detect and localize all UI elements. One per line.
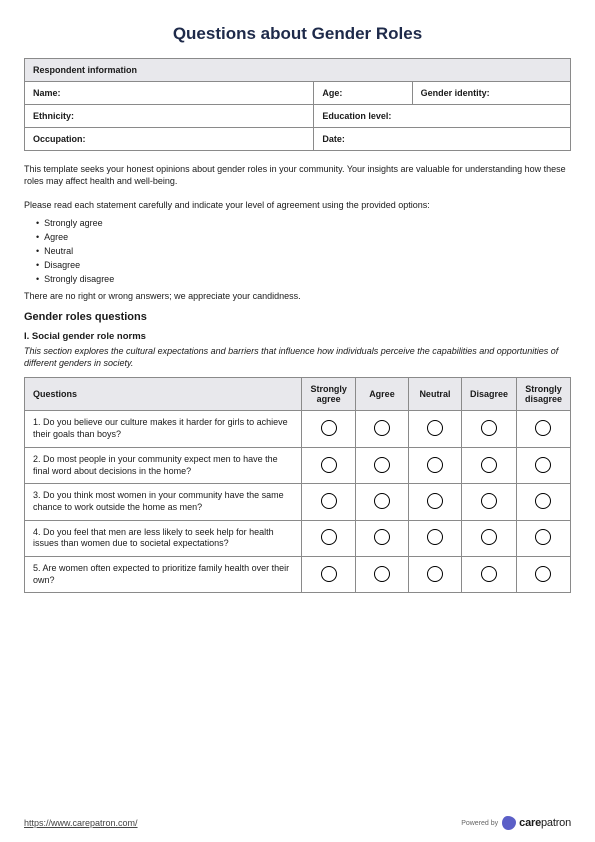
col-strongly-disagree: Strongly disagree: [516, 378, 570, 411]
col-disagree: Disagree: [461, 378, 516, 411]
radio-option[interactable]: [374, 457, 390, 473]
radio-option[interactable]: [481, 493, 497, 509]
radio-option[interactable]: [374, 493, 390, 509]
logo-text: carepatron: [519, 817, 571, 829]
question-row: 3. Do you think most women in your commu…: [25, 484, 571, 520]
radio-option[interactable]: [535, 566, 551, 582]
radio-option[interactable]: [427, 493, 443, 509]
radio-option[interactable]: [535, 457, 551, 473]
footer: https://www.carepatron.com/ Powered by c…: [24, 816, 571, 830]
question-text: 4. Do you feel that men are less likely …: [25, 520, 302, 556]
question-row: 2. Do most people in your community expe…: [25, 447, 571, 483]
subsection-title: I. Social gender role norms: [24, 331, 571, 342]
radio-option[interactable]: [427, 457, 443, 473]
option-item: Neutral: [36, 245, 571, 259]
radio-option[interactable]: [427, 566, 443, 582]
option-item: Agree: [36, 231, 571, 245]
field-ethnicity[interactable]: Ethnicity:: [25, 105, 314, 128]
no-right-wrong: There are no right or wrong answers; we …: [24, 291, 571, 301]
question-text: 2. Do most people in your community expe…: [25, 447, 302, 483]
radio-option[interactable]: [481, 420, 497, 436]
col-questions: Questions: [25, 378, 302, 411]
field-occupation[interactable]: Occupation:: [25, 128, 314, 151]
options-intro: Please read each statement carefully and…: [24, 199, 571, 211]
carepatron-logo: carepatron: [502, 816, 571, 830]
radio-option[interactable]: [481, 457, 497, 473]
respondent-info-table: Respondent information Name: Age: Gender…: [24, 58, 571, 151]
col-agree: Agree: [355, 378, 408, 411]
question-text: 3. Do you think most women in your commu…: [25, 484, 302, 520]
options-list: Strongly agree Agree Neutral Disagree St…: [36, 217, 571, 287]
powered-by: Powered by carepatron: [461, 816, 571, 830]
powered-by-label: Powered by: [461, 820, 498, 827]
radio-option[interactable]: [427, 420, 443, 436]
field-gender[interactable]: Gender identity:: [412, 82, 570, 105]
info-header: Respondent information: [25, 59, 571, 82]
question-row: 4. Do you feel that men are less likely …: [25, 520, 571, 556]
section-title: Gender roles questions: [24, 311, 571, 323]
radio-option[interactable]: [427, 529, 443, 545]
field-education[interactable]: Education level:: [314, 105, 571, 128]
radio-option[interactable]: [321, 529, 337, 545]
col-strongly-agree: Strongly agree: [302, 378, 356, 411]
radio-option[interactable]: [374, 529, 390, 545]
field-date[interactable]: Date:: [314, 128, 571, 151]
col-neutral: Neutral: [408, 378, 461, 411]
option-item: Strongly disagree: [36, 273, 571, 287]
subsection-desc: This section explores the cultural expec…: [24, 346, 571, 369]
radio-option[interactable]: [535, 420, 551, 436]
question-text: 5. Are women often expected to prioritiz…: [25, 556, 302, 592]
radio-option[interactable]: [535, 493, 551, 509]
option-item: Disagree: [36, 259, 571, 273]
radio-option[interactable]: [535, 529, 551, 545]
radio-option[interactable]: [321, 457, 337, 473]
field-name[interactable]: Name:: [25, 82, 314, 105]
radio-option[interactable]: [374, 566, 390, 582]
radio-option[interactable]: [321, 420, 337, 436]
description: This template seeks your honest opinions…: [24, 163, 571, 187]
radio-option[interactable]: [321, 566, 337, 582]
field-age[interactable]: Age:: [314, 82, 412, 105]
question-row: 5. Are women often expected to prioritiz…: [25, 556, 571, 592]
page-title: Questions about Gender Roles: [24, 24, 571, 44]
question-row: 1. Do you believe our culture makes it h…: [25, 411, 571, 447]
radio-option[interactable]: [321, 493, 337, 509]
questions-table: Questions Strongly agree Agree Neutral D…: [24, 377, 571, 593]
radio-option[interactable]: [481, 529, 497, 545]
option-item: Strongly agree: [36, 217, 571, 231]
radio-option[interactable]: [481, 566, 497, 582]
question-text: 1. Do you believe our culture makes it h…: [25, 411, 302, 447]
footer-link[interactable]: https://www.carepatron.com/: [24, 818, 138, 828]
logo-icon: [502, 816, 516, 830]
radio-option[interactable]: [374, 420, 390, 436]
